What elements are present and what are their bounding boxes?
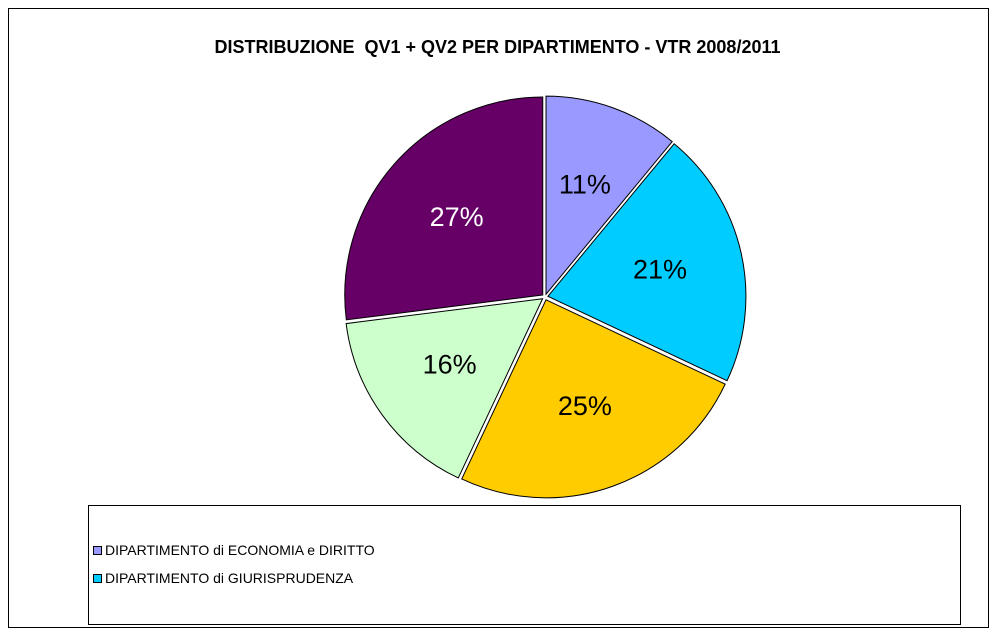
legend-item: DIPARTIMENTO di GIURISPRUDENZA <box>93 570 353 586</box>
pie-slice <box>345 298 544 479</box>
pie-slice <box>547 143 747 382</box>
legend-swatch <box>93 545 102 555</box>
data-label: 16% <box>423 349 477 379</box>
pie-slice <box>545 95 673 296</box>
legend: DIPARTIMENTO di ECONOMIA e DIRITTO DIPART… <box>88 505 961 625</box>
legend-swatch <box>93 573 102 583</box>
data-label: 25% <box>558 391 612 421</box>
pie-chart: 11% 21% 25% 16% 27% <box>344 95 747 499</box>
chart-title: DISTRIBUZIONE QV1 + QV2 PER DIPARTIMENTO… <box>214 37 781 57</box>
pie-slice <box>344 96 544 321</box>
legend-label: DIPARTIMENTO di ECONOMIA e DIRITTO <box>105 542 375 558</box>
data-label: 21% <box>633 254 687 284</box>
legend-item: DIPARTIMENTO di ECONOMIA e DIRITTO <box>93 542 375 558</box>
page: DISTRIBUZIONE QV1 + QV2 PER DIPARTIMENTO… <box>8 8 989 628</box>
pie-slice <box>461 299 726 499</box>
legend-label: DIPARTIMENTO di GIURISPRUDENZA <box>105 570 354 586</box>
data-label: 11% <box>559 169 611 199</box>
data-label: 27% <box>430 202 484 232</box>
